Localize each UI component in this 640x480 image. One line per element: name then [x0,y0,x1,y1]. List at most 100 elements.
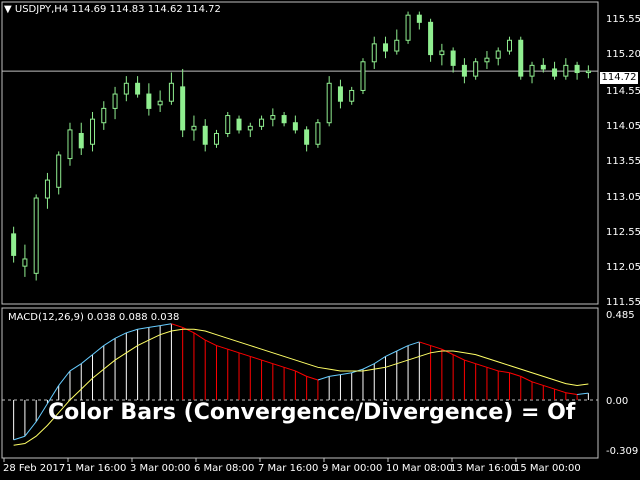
candle-body-up [33,197,39,274]
price-tick: 115.55 [606,14,640,25]
candle-body-down [146,93,152,109]
macd-signal-line [13,328,589,446]
candle-body-up [56,154,62,188]
candle-body-down [383,43,389,52]
macd-outline-segment [58,370,71,386]
macd-outline-segment [329,374,341,377]
candle-body-down [450,50,456,66]
macd-outline-segment [171,323,183,328]
macd-outline-segment [295,370,307,377]
candle-body-up [405,14,411,41]
macd-outline-segment [238,352,251,357]
candle-body-down [292,122,298,131]
candle-body-up [371,43,377,63]
candle-body-up [326,82,332,124]
candle-body-up [495,50,501,59]
candle-body-up [90,118,96,145]
candle-body-up [101,107,107,124]
time-tick: 1 Mar 16:00 [66,463,127,474]
macd-outline-segment [441,348,454,356]
candle-body-up [44,179,50,199]
candle-body-down [135,82,141,95]
macd-outline-segment [114,332,127,339]
macd-outline-segment [520,375,533,383]
candle-body-down [428,21,434,56]
price-tick: 113.05 [606,192,640,203]
macd-outline-segment [160,323,172,327]
candle-body-up [270,115,276,120]
macd-indicator-label: MACD(12,26,9) 0.038 0.088 0.038 [8,312,180,323]
time-tick: 13 Mar 16:00 [450,463,517,474]
macd-outline-segment [475,363,488,368]
candle-body-down [11,233,17,256]
macd-outline-segment [396,345,409,352]
macd-outline-segment [385,350,398,357]
macd-tick: 0.00 [606,396,629,407]
candle-body-down [574,64,580,74]
macd-outline-segment [80,354,93,365]
macd-outline-segment [47,385,60,404]
macd-outline-segment [554,388,566,394]
macd-outline-segment [182,326,195,334]
macd-outline-segment [103,337,116,346]
macd-outline-segment [35,403,48,422]
candle-body-down [540,64,546,70]
macd-outline-segment [373,356,386,365]
candle-body-down [416,14,422,23]
candle-body-down [202,125,208,145]
macd-outline-segment [24,421,37,437]
candle-body-down [180,86,186,131]
candle-body-up [360,61,366,91]
candle-body-up [168,82,174,102]
macd-outline-segment [92,345,105,356]
candle-body-up [191,125,197,131]
time-tick: 7 Mar 16:00 [258,463,319,474]
price-tick: 112.55 [606,227,640,238]
price-tick: 114.05 [606,121,640,132]
macd-outline-segment [486,366,499,372]
price-tick: 111.55 [606,297,640,308]
macd-outline-segment [137,326,149,330]
macd-outline-segment [126,328,138,334]
current-price-badge: 114.72 [600,72,638,84]
time-tick: 10 Mar 08:00 [386,463,453,474]
macd-outline-segment [69,363,82,372]
macd-outline-segment [227,348,240,354]
macd-panel-frame [1,307,599,459]
macd-outline-segment [577,392,589,396]
symbol-header: ▼ USDJPY,H4 114.69 114.83 114.62 114.72 [4,4,221,15]
time-tick: 28 Feb 2017 [3,463,66,474]
time-tick: 9 Mar 00:00 [322,463,383,474]
macd-outline-segment [452,354,465,361]
candle-body-up [529,64,535,77]
candle-body-up [112,93,118,109]
macd-outline-segment [272,363,285,368]
price-panel-frame [1,1,599,305]
macd-tick: 0.485 [606,310,635,321]
macd-outline-segment [193,332,206,341]
candle-body-up [439,50,445,56]
candle-body-down [281,115,287,124]
candle-body-up [315,122,321,145]
macd-outline-segment [148,325,161,328]
candle-body-up [484,57,490,63]
candle-body-up [213,132,219,145]
candle-body-up [506,39,512,52]
macd-outline-segment [13,435,26,441]
macd-outline-segment [250,355,262,361]
macd-outline-segment [565,392,578,396]
macd-outline-segment [543,384,555,390]
candle-body-down [236,118,242,131]
candle-body-up [225,115,231,134]
macd-outline-segment [306,375,319,381]
time-tick: 6 Mar 08:00 [194,463,255,474]
candle-body-down [518,39,524,77]
macd-outline-segment [531,381,544,386]
candle-body-down [461,64,467,77]
macd-outline-segment [362,363,375,370]
candle-body-up [157,100,163,106]
candle-body-up [247,125,253,131]
time-tick: 15 Mar 00:00 [514,463,581,474]
